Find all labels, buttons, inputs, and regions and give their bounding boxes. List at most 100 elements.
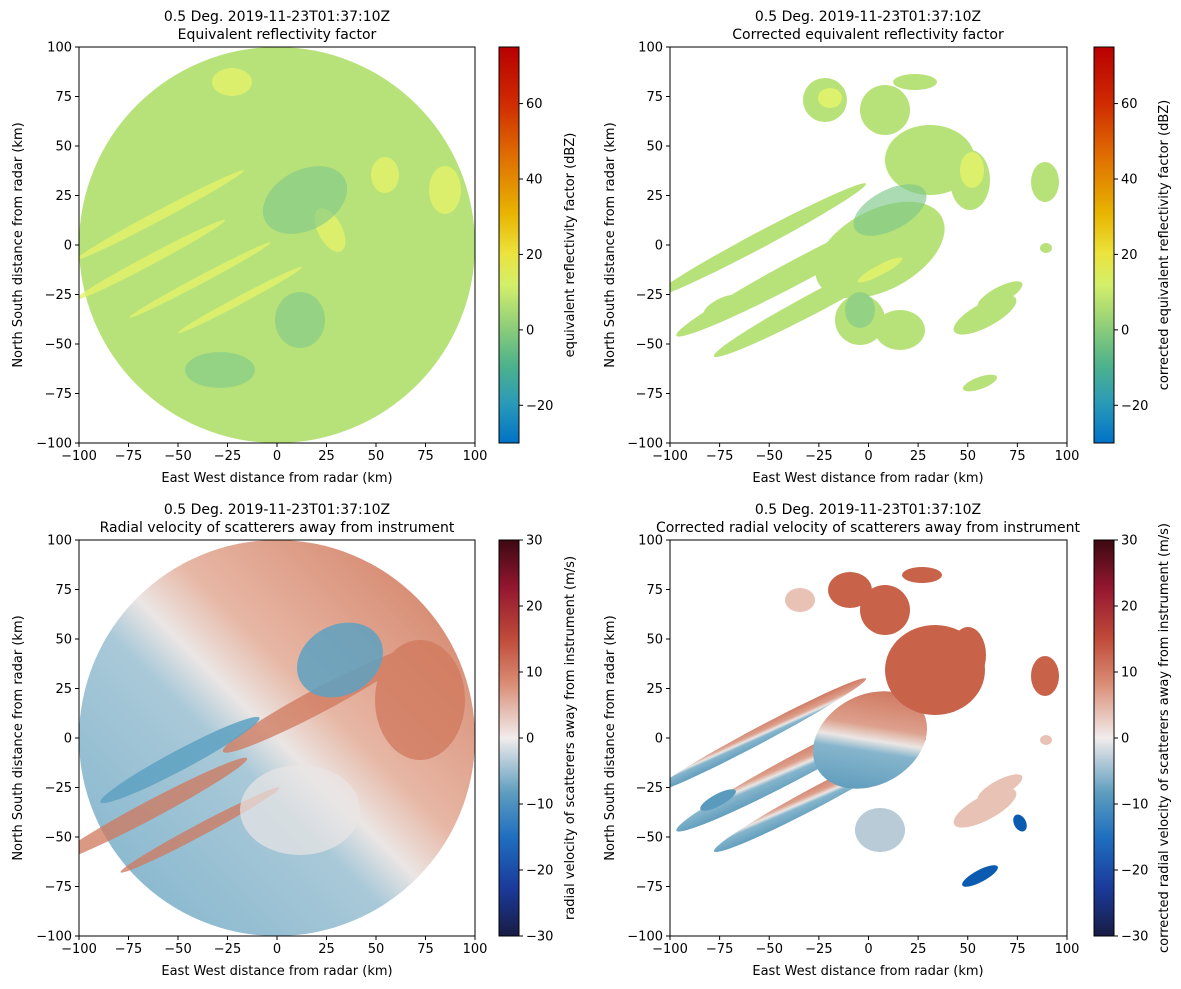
colorbar-tick-label: 10 <box>1121 666 1138 681</box>
x-tick-label: −50 <box>164 942 191 957</box>
y-tick-label: −25 <box>636 288 663 303</box>
x-tick-label: 50 <box>959 942 976 957</box>
colorbar-gradient <box>498 539 520 937</box>
y-tick-label: −25 <box>45 288 72 303</box>
colorbar-label: corrected equivalent reflectivity factor… <box>1157 100 1172 391</box>
colorbar-tick-label: 0 <box>1121 732 1129 747</box>
y-tick-label: 100 <box>638 41 663 56</box>
colorbar-tick-label: −30 <box>526 930 553 945</box>
colorbar-tick-label: 60 <box>526 97 543 112</box>
colorbar: −20 0 20 40 60 corrected equivalent reflecti… <box>1093 46 1172 444</box>
x-tick-label: −25 <box>805 942 832 957</box>
y-tick-label: −25 <box>636 781 663 796</box>
y-axis-label: North South distance from radar (km) <box>603 122 618 367</box>
y-tick-label: 25 <box>646 682 663 697</box>
colorbar-tick-label: 0 <box>1121 323 1129 338</box>
radar-image <box>79 540 475 936</box>
x-tick-label: 0 <box>273 449 281 464</box>
colorbar-tick-label: −20 <box>526 864 553 879</box>
x-axis-ticks: −100 −75 −50 −25 0 25 50 75 100 <box>61 443 487 464</box>
x-tick-label: −100 <box>61 942 97 957</box>
y-tick-label: −50 <box>636 338 663 353</box>
colorbar-label: corrected radial velocity of scatterers … <box>1157 523 1172 953</box>
y-tick-label: 100 <box>638 534 663 549</box>
x-axis-ticks: −100 −75 −50 −25 0 25 50 75 100 <box>61 936 487 957</box>
y-tick-label: 100 <box>47 534 72 549</box>
colorbar-tick-label: 60 <box>1121 97 1138 112</box>
panel-title-line2: Corrected equivalent reflectivity factor <box>732 27 1004 43</box>
y-axis-label: North South distance from radar (km) <box>11 122 26 367</box>
x-tick-label: 0 <box>273 942 281 957</box>
colorbar-ticks: −20 0 20 40 60 <box>519 97 553 414</box>
colorbar-tick-label: 40 <box>1121 173 1138 188</box>
colorbar-tick-label: −10 <box>1121 798 1148 813</box>
x-tick-label: −50 <box>756 449 783 464</box>
x-tick-label: 75 <box>417 942 434 957</box>
y-tick-label: 25 <box>646 189 663 204</box>
x-tick-label: −75 <box>115 449 142 464</box>
x-tick-label: 100 <box>1055 449 1080 464</box>
colorbar-gradient <box>498 46 520 444</box>
y-tick-label: 0 <box>64 732 72 747</box>
x-tick-label: −100 <box>652 942 688 957</box>
x-tick-label: −75 <box>706 942 733 957</box>
x-tick-label: 25 <box>910 942 927 957</box>
colorbar-label: equivalent reflectivity factor (dBZ) <box>563 133 578 358</box>
y-tick-label: −100 <box>627 930 663 945</box>
x-tick-label: 75 <box>1009 449 1026 464</box>
colorbar-tick-label: 20 <box>1121 600 1138 615</box>
x-tick-label: −75 <box>115 942 142 957</box>
y-axis-ticks: −100 −75 −50 −25 0 25 50 75 100 <box>627 41 670 452</box>
colorbar-gradient <box>1093 46 1115 444</box>
colorbar-tick-label: 30 <box>526 534 543 549</box>
x-tick-label: 50 <box>368 449 385 464</box>
x-axis-ticks: −100 −75 −50 −25 0 25 50 75 100 <box>652 443 1079 464</box>
x-tick-label: −50 <box>164 449 191 464</box>
x-tick-label: −50 <box>756 942 783 957</box>
y-tick-label: −75 <box>636 880 663 895</box>
radar-image <box>670 567 1059 887</box>
colorbar-gradient <box>1093 539 1115 937</box>
x-tick-label: −100 <box>61 449 97 464</box>
colorbar-tick-label: −10 <box>526 798 553 813</box>
panel-reflectivity: 0.5 Deg. 2019-11-23T01:37:10Z Equivalent… <box>11 9 578 486</box>
y-axis-ticks: −100 −75 −50 −25 0 25 50 75 100 <box>36 534 79 945</box>
x-tick-label: 0 <box>864 449 872 464</box>
panel-title-line2: Equivalent reflectivity factor <box>178 27 377 43</box>
colorbar-tick-label: 20 <box>526 248 543 263</box>
colorbar-tick-label: 40 <box>526 173 543 188</box>
panel-corrected-velocity: 0.5 Deg. 2019-11-23T01:37:10Z Corrected … <box>603 502 1172 979</box>
radar-image <box>670 74 1059 392</box>
panel-corrected-reflectivity: 0.5 Deg. 2019-11-23T01:37:10Z Corrected … <box>603 9 1172 486</box>
colorbar-tick-label: −20 <box>1121 399 1148 414</box>
y-tick-label: −100 <box>36 930 72 945</box>
colorbar: −20 0 20 40 60 equivalent reflectivity facto… <box>498 46 578 444</box>
colorbar-tick-label: −20 <box>526 399 553 414</box>
y-tick-label: 75 <box>55 583 72 598</box>
colorbar-ticks: −30 −20 −10 0 10 20 30 <box>1114 534 1148 945</box>
y-tick-label: 0 <box>655 239 663 254</box>
panel-title-line1: 0.5 Deg. 2019-11-23T01:37:10Z <box>164 9 390 25</box>
x-axis-label: East West distance from radar (km) <box>161 471 392 486</box>
colorbar-tick-label: −20 <box>1121 864 1148 879</box>
x-tick-label: 75 <box>1009 942 1026 957</box>
colorbar-ticks: −20 0 20 40 60 <box>1114 97 1148 414</box>
colorbar: −30 −20 −10 0 10 20 30 radial velocity of scat… <box>498 534 578 945</box>
x-tick-label: −25 <box>214 449 241 464</box>
y-tick-label: 0 <box>655 732 663 747</box>
panel-title-line2: Corrected radial velocity of scatterers … <box>656 520 1081 536</box>
panel-velocity: 0.5 Deg. 2019-11-23T01:37:10Z Radial vel… <box>11 502 578 979</box>
y-tick-label: 0 <box>64 239 72 254</box>
x-axis-label: East West distance from radar (km) <box>752 471 983 486</box>
y-tick-label: −100 <box>627 437 663 452</box>
y-tick-label: −75 <box>45 880 72 895</box>
panel-title-line1: 0.5 Deg. 2019-11-23T01:37:10Z <box>755 502 981 518</box>
y-tick-label: 75 <box>646 90 663 105</box>
y-tick-label: 50 <box>55 633 72 648</box>
y-tick-label: 25 <box>55 682 72 697</box>
y-tick-label: −100 <box>36 437 72 452</box>
x-tick-label: −75 <box>706 449 733 464</box>
x-axis-label: East West distance from radar (km) <box>752 964 983 979</box>
y-tick-label: −75 <box>636 387 663 402</box>
x-tick-label: 50 <box>368 942 385 957</box>
